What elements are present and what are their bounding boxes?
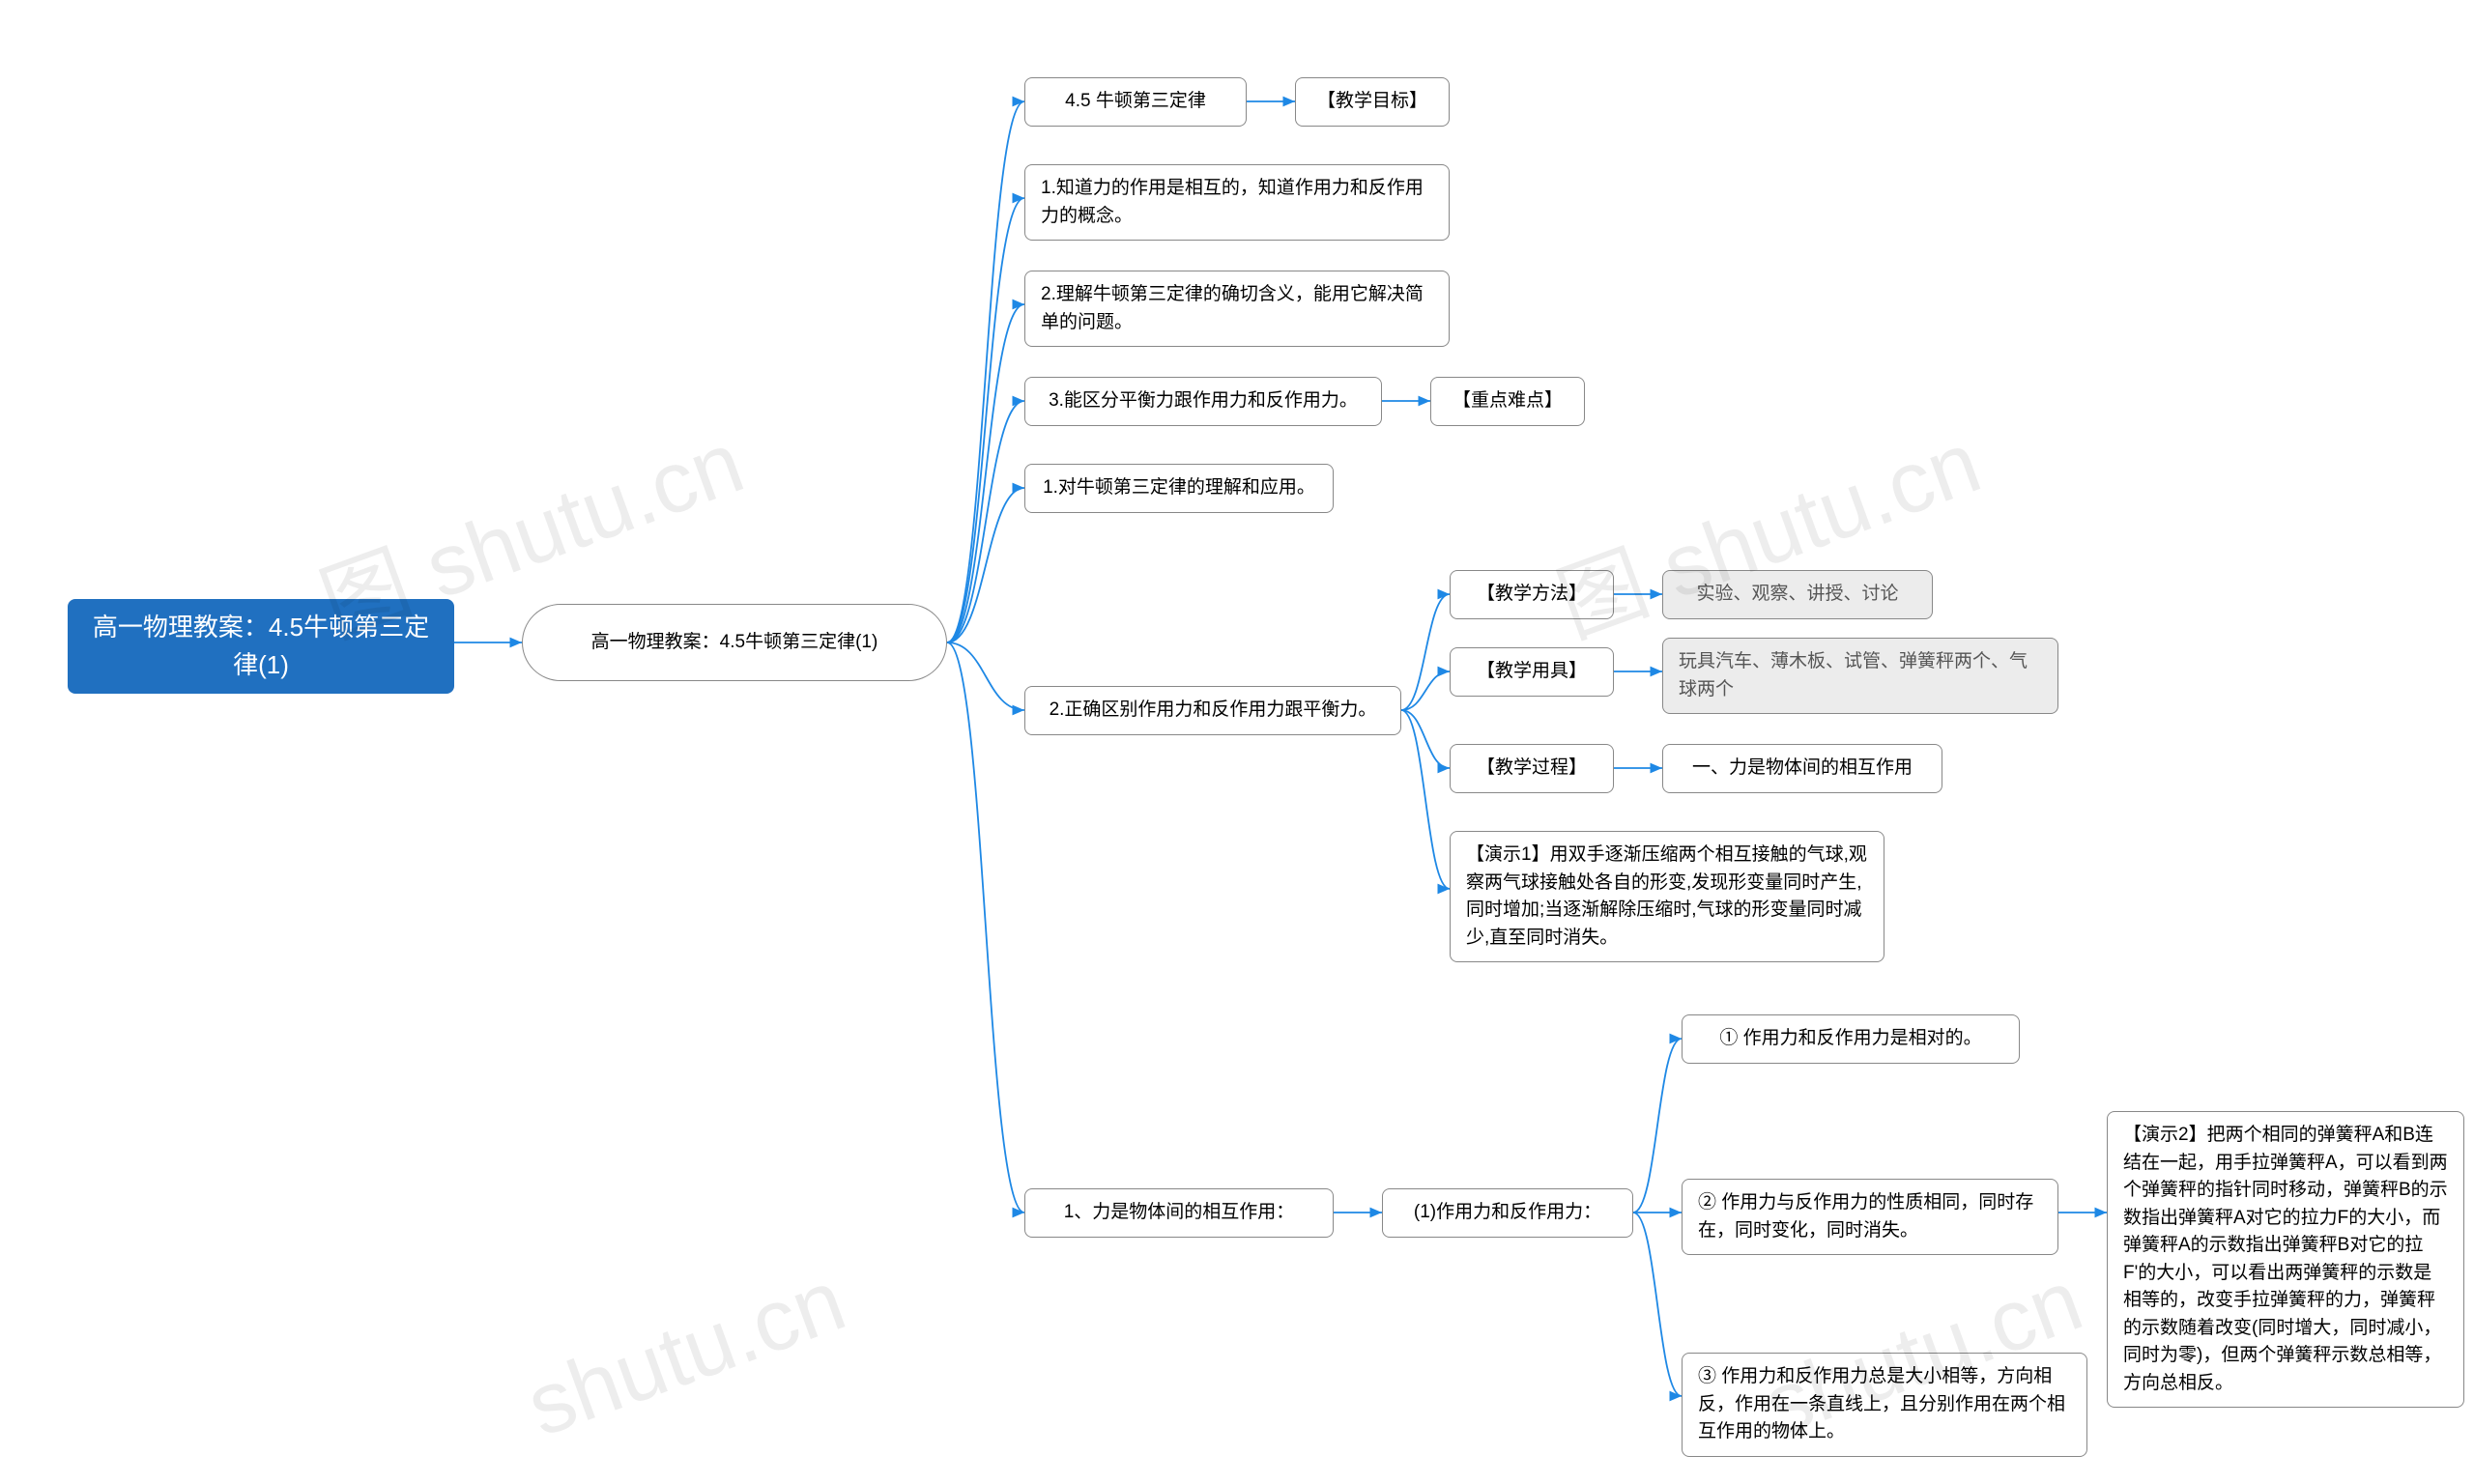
mindmap-node-n1a: 【教学目标】 (1295, 77, 1450, 127)
mindmap-node-n4: 3.能区分平衡力跟作用力和反作用力。 (1024, 377, 1382, 426)
node-label: 一、力是物体间的相互作用 (1692, 755, 1913, 783)
node-label: 2.正确区别作用力和反作用力跟平衡力。 (1050, 697, 1377, 725)
node-label: ② 作用力与反作用力的性质相同，同时存在，同时变化，同时消失。 (1698, 1189, 2042, 1244)
mindmap-node-n6: 2.正确区别作用力和反作用力跟平衡力。 (1024, 686, 1401, 735)
mindmap-node-n7a2d: 【演示2】把两个相同的弹簧秤A和B连结在一起，用手拉弹簧秤A，可以看到两个弹簧秤… (2107, 1111, 2464, 1408)
edge (947, 198, 1024, 642)
mindmap-node-n7a2: ② 作用力与反作用力的性质相同，同时存在，同时变化，同时消失。 (1682, 1179, 2058, 1255)
mindmap-node-n2: 1.知道力的作用是相互的，知道作用力和反作用力的概念。 (1024, 164, 1450, 241)
node-label: 【教学用具】 (1477, 658, 1587, 686)
node-label: 【教学过程】 (1477, 755, 1587, 783)
node-label: 高一物理教案：4.5牛顿第三定律(1) (591, 629, 878, 657)
node-label: 【教学方法】 (1477, 581, 1587, 609)
node-label: 【演示1】用双手逐渐压缩两个相互接触的气球,观察两气球接触处各自的形变,发现形变… (1466, 842, 1868, 952)
node-label: (1)作用力和反作用力： (1414, 1199, 1601, 1227)
node-label: 高一物理教案：4.5牛顿第三定律(1) (83, 609, 439, 684)
mindmap-node-n6b: 【教学用具】 (1450, 647, 1614, 697)
mindmap-node-n1: 4.5 牛顿第三定律 (1024, 77, 1247, 127)
mindmap-node-n4a: 【重点难点】 (1430, 377, 1585, 426)
node-label: 【教学目标】 (1317, 88, 1427, 116)
mindmap-node-n3: 2.理解牛顿第三定律的确切含义，能用它解决简单的问题。 (1024, 271, 1450, 347)
mindmap-node-n7a: (1)作用力和反作用力： (1382, 1188, 1633, 1238)
node-label: 1.对牛顿第三定律的理解和应用。 (1043, 474, 1315, 502)
edge (947, 642, 1024, 1213)
mindmap-node-n6c: 【教学过程】 (1450, 744, 1614, 793)
edge (1401, 594, 1450, 710)
mindmap-node-n6a: 【教学方法】 (1450, 570, 1614, 619)
edge (1401, 671, 1450, 710)
node-label: 【重点难点】 (1453, 387, 1563, 415)
node-label: 1、力是物体间的相互作用： (1064, 1199, 1295, 1227)
mindmap-node-n7a1: ① 作用力和反作用力是相对的。 (1682, 1014, 2020, 1064)
node-label: ③ 作用力和反作用力总是大小相等，方向相反，作用在一条直线上，且分别作用在两个相… (1698, 1363, 2071, 1446)
mindmap-node-n7: 1、力是物体间的相互作用： (1024, 1188, 1334, 1238)
node-label: 3.能区分平衡力跟作用力和反作用力。 (1049, 387, 1358, 415)
mindmap-node-oval: 高一物理教案：4.5牛顿第三定律(1) (522, 604, 947, 681)
edge (947, 488, 1024, 642)
edge (947, 401, 1024, 642)
mindmap-node-n6d: 【演示1】用双手逐渐压缩两个相互接触的气球,观察两气球接触处各自的形变,发现形变… (1450, 831, 1884, 962)
node-label: 【演示2】把两个相同的弹簧秤A和B连结在一起，用手拉弹簧秤A，可以看到两个弹簧秤… (2123, 1122, 2448, 1397)
mindmap-node-n7a3: ③ 作用力和反作用力总是大小相等，方向相反，作用在一条直线上，且分别作用在两个相… (1682, 1353, 2087, 1457)
edge (947, 642, 1024, 710)
mindmap-node-root: 高一物理教案：4.5牛顿第三定律(1) (68, 599, 454, 694)
mindmap-node-n5: 1.对牛顿第三定律的理解和应用。 (1024, 464, 1334, 513)
edge (1401, 710, 1450, 768)
node-label: 实验、观察、讲授、讨论 (1696, 581, 1898, 609)
edge (1633, 1039, 1682, 1213)
node-label: ① 作用力和反作用力是相对的。 (1719, 1025, 1981, 1053)
mindmap-node-n6a1: 实验、观察、讲授、讨论 (1662, 570, 1933, 619)
node-label: 1.知道力的作用是相互的，知道作用力和反作用力的概念。 (1041, 175, 1433, 230)
edge (947, 101, 1024, 642)
mindmap-node-n6c1: 一、力是物体间的相互作用 (1662, 744, 1942, 793)
node-label: 玩具汽车、薄木板、试管、弹簧秤两个、气球两个 (1679, 648, 2042, 703)
edge (1633, 1213, 1682, 1396)
mindmap-node-n6b1: 玩具汽车、薄木板、试管、弹簧秤两个、气球两个 (1662, 638, 2058, 714)
node-label: 2.理解牛顿第三定律的确切含义，能用它解决简单的问题。 (1041, 281, 1433, 336)
node-label: 4.5 牛顿第三定律 (1065, 88, 1206, 116)
edge (947, 304, 1024, 642)
